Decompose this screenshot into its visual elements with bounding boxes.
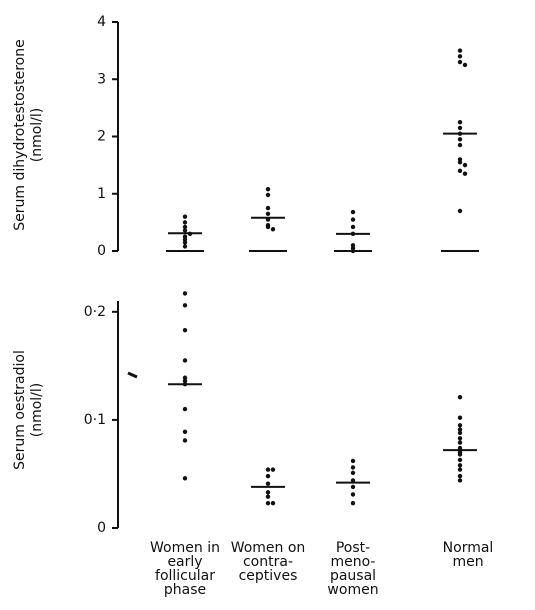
data-point (182, 438, 188, 443)
data-point (265, 494, 271, 499)
data-point (350, 478, 356, 483)
data-point (457, 467, 463, 472)
data-point (265, 490, 271, 495)
data-point (457, 452, 463, 457)
data-point (350, 492, 356, 497)
data-point (265, 224, 271, 230)
y-tick-label: 2 (97, 129, 106, 145)
data-point (462, 62, 468, 68)
data-point (182, 214, 188, 219)
data-point (182, 291, 188, 296)
data-point (457, 119, 463, 125)
data-point (457, 463, 463, 468)
category-label: contra- (243, 554, 293, 570)
data-point (270, 467, 276, 472)
data-point (182, 244, 188, 249)
data-point (457, 168, 463, 174)
data-point (182, 406, 188, 412)
axis-break (127, 371, 138, 379)
data-point (265, 473, 271, 479)
data-point (462, 162, 468, 168)
category-label: pausal (330, 568, 376, 584)
y-tick-label: 0·2 (84, 304, 106, 320)
data-point (457, 54, 463, 59)
data-point (457, 478, 463, 483)
data-point (457, 395, 463, 400)
data-point (265, 192, 271, 198)
data-point (350, 470, 356, 476)
category-label: Normal (443, 540, 494, 556)
data-point (457, 423, 463, 428)
data-point (457, 427, 463, 432)
data-point (457, 440, 463, 445)
data-point (457, 142, 463, 148)
data-point (457, 208, 463, 214)
category-label: Women on (231, 540, 306, 556)
data-point (350, 217, 356, 222)
data-point (182, 220, 188, 225)
data-point (270, 500, 276, 506)
data-point (182, 429, 188, 434)
data-point (457, 48, 463, 53)
data-point (457, 137, 463, 142)
data-point (182, 476, 188, 481)
data-point (457, 415, 463, 420)
data-point (182, 378, 188, 384)
data-point (350, 500, 356, 506)
data-point (350, 484, 356, 490)
data-point (265, 205, 271, 211)
data-point (457, 59, 463, 65)
y-tick-label: 1 (97, 186, 106, 202)
category-label: follicular (155, 568, 215, 584)
data-point (265, 481, 271, 486)
data-point (457, 445, 463, 451)
data-point (457, 473, 463, 479)
data-point (265, 467, 271, 472)
data-point (350, 465, 356, 470)
data-point (462, 171, 468, 176)
category-label: Post- (336, 540, 370, 556)
category-label: men (452, 554, 483, 570)
data-point (457, 457, 463, 463)
category-label: women (327, 582, 378, 598)
data-point (182, 358, 188, 363)
data-point (457, 436, 463, 441)
y-tick-label: 0 (97, 520, 106, 536)
data-point (182, 240, 188, 245)
data-point (265, 186, 271, 192)
data-point (265, 211, 271, 216)
y-axis-title: (nmol/l) (29, 108, 45, 163)
data-point (182, 327, 188, 333)
y-tick-label: 3 (97, 71, 106, 87)
data-point (182, 303, 188, 308)
category-label: Women in (150, 540, 220, 556)
y-tick-label: 4 (97, 14, 106, 30)
category-label: meno- (330, 554, 375, 570)
data-point (182, 375, 188, 380)
y-axis-title: Serum oestradiol (12, 350, 28, 470)
data-point (265, 500, 271, 506)
category-label: ceptives (239, 568, 298, 584)
data-point (182, 224, 188, 230)
data-point (350, 224, 356, 230)
data-point (457, 160, 463, 165)
data-point (182, 228, 188, 233)
data-point (270, 227, 276, 232)
y-axis-title: (nmol/l) (29, 383, 45, 438)
category-label: early (167, 554, 202, 570)
data-point (350, 458, 356, 464)
data-point (457, 125, 463, 131)
data-point (457, 430, 463, 436)
y-tick-label: 0·1 (84, 412, 106, 428)
y-axis-title: Serum dihydrotestosterone (12, 39, 28, 230)
data-point (350, 209, 356, 215)
category-label: phase (164, 582, 206, 598)
y-tick-label: 0 (97, 243, 106, 259)
